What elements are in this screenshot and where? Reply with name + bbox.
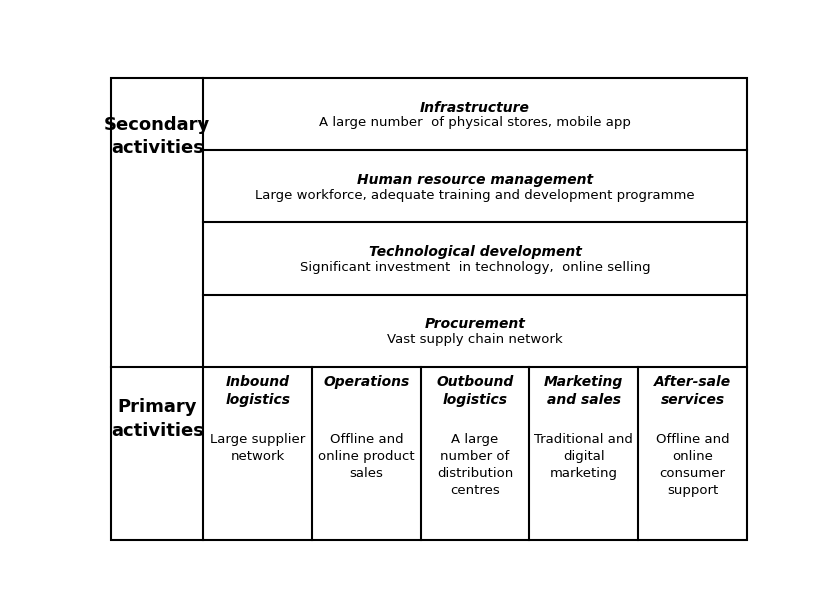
Text: A large number  of physical stores, mobile app: A large number of physical stores, mobil… bbox=[319, 116, 630, 129]
Text: Technological development: Technological development bbox=[368, 245, 581, 259]
Text: Outbound
logistics: Outbound logistics bbox=[436, 375, 513, 407]
Text: Offline and
online
consumer
support: Offline and online consumer support bbox=[655, 433, 728, 496]
Text: Offline and
online product
sales: Offline and online product sales bbox=[318, 433, 414, 480]
Text: Inbound
logistics: Inbound logistics bbox=[225, 375, 290, 407]
Text: Secondary
activities: Secondary activities bbox=[104, 116, 210, 157]
Text: After-sale
services: After-sale services bbox=[653, 375, 730, 407]
Text: A large
number of
distribution
centres: A large number of distribution centres bbox=[436, 433, 512, 496]
Text: Vast supply chain network: Vast supply chain network bbox=[387, 333, 562, 346]
Text: Traditional and
digital
marketing: Traditional and digital marketing bbox=[533, 433, 633, 480]
Text: Significant investment  in technology,  online selling: Significant investment in technology, on… bbox=[299, 261, 650, 274]
Text: Operations: Operations bbox=[323, 375, 409, 389]
Text: Large supplier
network: Large supplier network bbox=[210, 433, 305, 463]
Text: Primary
activities: Primary activities bbox=[110, 398, 203, 439]
Text: Procurement: Procurement bbox=[424, 317, 525, 331]
Text: Human resource management: Human resource management bbox=[357, 173, 593, 187]
Text: Marketing
and sales: Marketing and sales bbox=[543, 375, 623, 407]
Text: Large workforce, adequate training and development programme: Large workforce, adequate training and d… bbox=[255, 188, 694, 201]
Text: Infrastructure: Infrastructure bbox=[420, 101, 529, 114]
